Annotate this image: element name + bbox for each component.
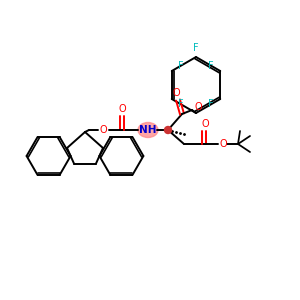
- Text: F: F: [208, 61, 214, 71]
- Ellipse shape: [138, 122, 158, 137]
- Text: NH: NH: [139, 125, 157, 135]
- Text: O: O: [194, 102, 202, 112]
- Text: O: O: [219, 139, 227, 149]
- Circle shape: [164, 127, 172, 134]
- Text: F: F: [208, 99, 214, 109]
- Text: F: F: [193, 43, 199, 53]
- Text: F: F: [178, 61, 184, 71]
- Text: O: O: [201, 119, 209, 129]
- Text: O: O: [99, 125, 107, 135]
- Text: O: O: [172, 88, 180, 98]
- Text: O: O: [118, 104, 126, 114]
- Text: F: F: [178, 99, 184, 109]
